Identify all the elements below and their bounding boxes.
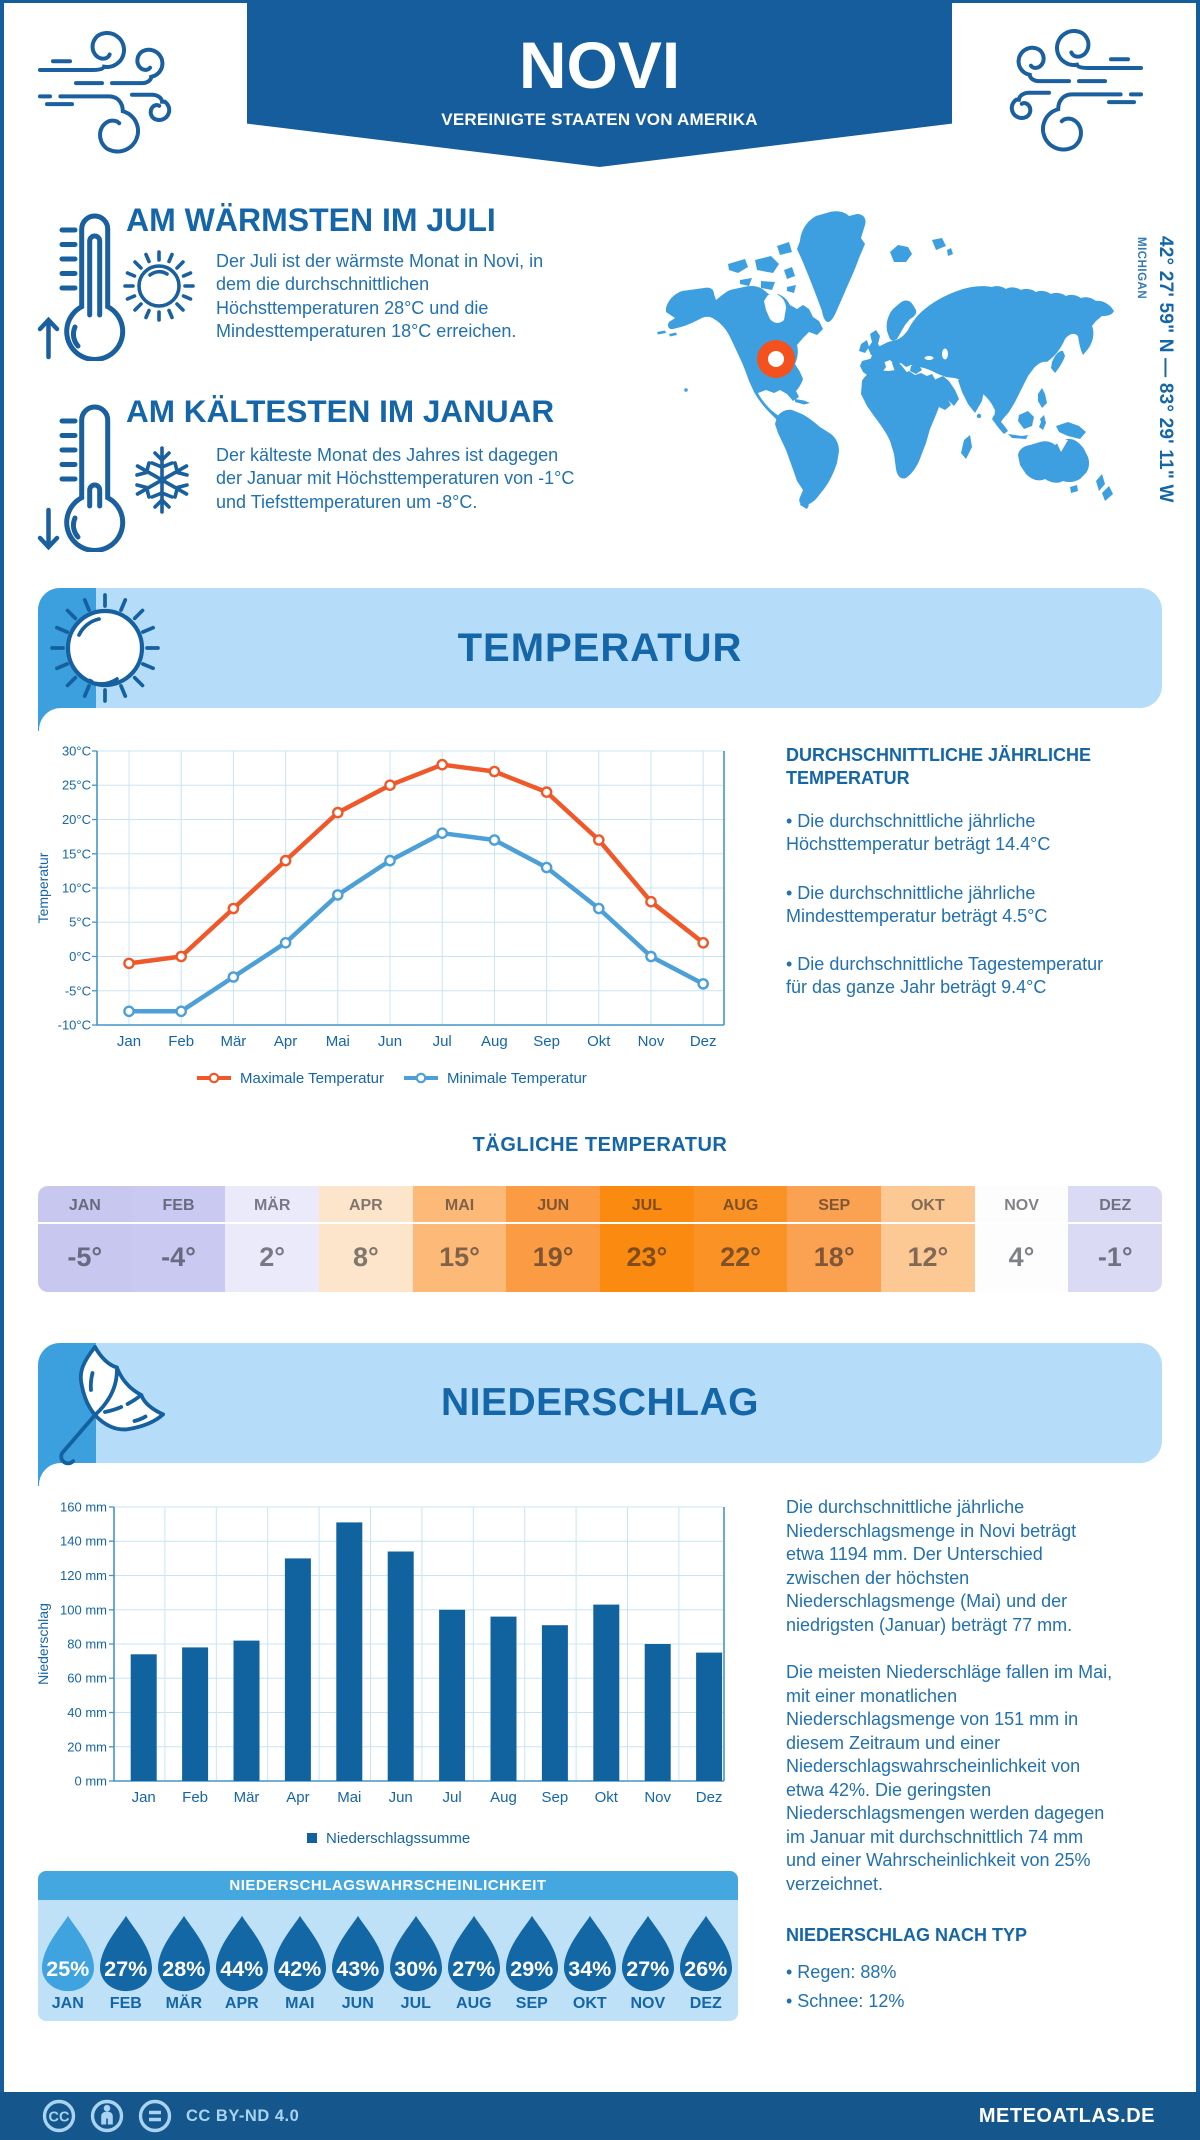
svg-text:Mär: Mär bbox=[234, 1789, 260, 1806]
svg-text:Mai: Mai bbox=[326, 1033, 350, 1050]
svg-text:25°C: 25°C bbox=[62, 778, 91, 793]
svg-text:60 mm: 60 mm bbox=[67, 1671, 107, 1686]
svg-text:Jun: Jun bbox=[378, 1033, 402, 1050]
svg-text:120 mm: 120 mm bbox=[60, 1568, 107, 1583]
svg-text:Aug: Aug bbox=[490, 1789, 517, 1806]
svg-text:Jan: Jan bbox=[117, 1033, 141, 1050]
svg-text:CC: CC bbox=[49, 2110, 70, 2126]
svg-text:-5°C: -5°C bbox=[65, 983, 91, 998]
svg-text:5°C: 5°C bbox=[69, 915, 91, 930]
svg-text:Okt: Okt bbox=[595, 1789, 619, 1806]
svg-text:0°C: 0°C bbox=[69, 949, 91, 964]
svg-text:100 mm: 100 mm bbox=[60, 1602, 107, 1617]
svg-text:Dez: Dez bbox=[696, 1789, 723, 1806]
svg-text:Mär: Mär bbox=[220, 1033, 246, 1050]
svg-text:140 mm: 140 mm bbox=[60, 1534, 107, 1549]
svg-text:Jun: Jun bbox=[389, 1789, 413, 1806]
svg-text:10°C: 10°C bbox=[62, 881, 91, 896]
svg-text:Maximale Temperatur: Maximale Temperatur bbox=[240, 1070, 384, 1087]
svg-text:Dez: Dez bbox=[690, 1033, 717, 1050]
svg-text:Aug: Aug bbox=[481, 1033, 508, 1050]
svg-text:-10°C: -10°C bbox=[58, 1018, 91, 1033]
svg-text:Jan: Jan bbox=[132, 1789, 156, 1806]
svg-text:Temperatur: Temperatur bbox=[35, 852, 51, 923]
svg-text:Niederschlagssumme: Niederschlagssumme bbox=[326, 1830, 470, 1847]
svg-text:Nov: Nov bbox=[644, 1789, 671, 1806]
svg-text:Okt: Okt bbox=[587, 1033, 611, 1050]
svg-text:160 mm: 160 mm bbox=[60, 1500, 107, 1515]
svg-text:Mai: Mai bbox=[337, 1789, 361, 1806]
svg-text:30°C: 30°C bbox=[62, 744, 91, 759]
svg-text:Nov: Nov bbox=[638, 1033, 665, 1050]
svg-text:20°C: 20°C bbox=[62, 812, 91, 827]
svg-text:0 mm: 0 mm bbox=[75, 1774, 108, 1789]
svg-text:Jul: Jul bbox=[443, 1789, 462, 1806]
svg-text:80 mm: 80 mm bbox=[67, 1637, 107, 1652]
svg-text:Niederschlag: Niederschlag bbox=[35, 1603, 51, 1685]
svg-text:Apr: Apr bbox=[274, 1033, 297, 1050]
svg-text:Sep: Sep bbox=[542, 1789, 569, 1806]
svg-text:Jul: Jul bbox=[433, 1033, 452, 1050]
svg-text:20 mm: 20 mm bbox=[67, 1739, 107, 1754]
svg-text:Feb: Feb bbox=[168, 1033, 194, 1050]
svg-text:Sep: Sep bbox=[533, 1033, 560, 1050]
svg-text:15°C: 15°C bbox=[62, 846, 91, 861]
svg-text:40 mm: 40 mm bbox=[67, 1705, 107, 1720]
svg-text:Apr: Apr bbox=[286, 1789, 309, 1806]
svg-text:Feb: Feb bbox=[182, 1789, 208, 1806]
svg-text:Minimale Temperatur: Minimale Temperatur bbox=[447, 1070, 587, 1087]
